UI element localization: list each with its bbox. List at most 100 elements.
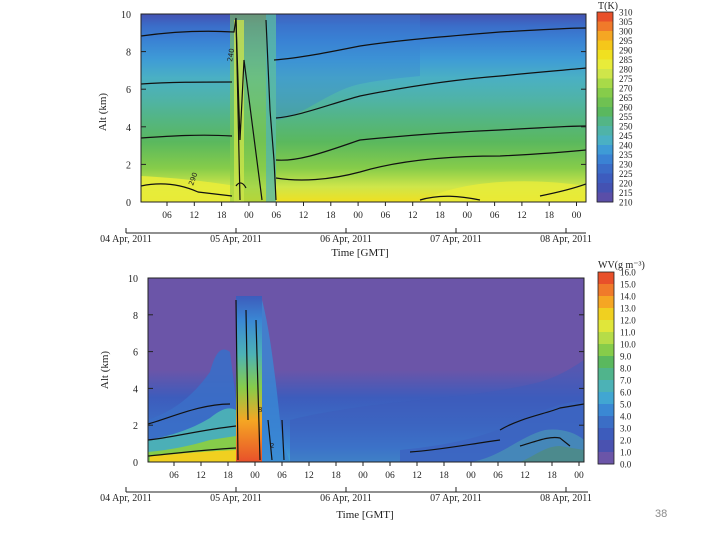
x-tick-label: 12 [408,211,418,221]
x-tick-label: 06 [385,471,395,481]
colorbar-tick-label: 230 [619,160,633,170]
colorbar-tick-label: 220 [619,179,633,189]
colorbar-tick-label: 290 [619,46,633,56]
y-tick-label: 4 [133,384,138,395]
date-label: 07 Apr, 2011 [430,234,482,245]
temperature-y-ticks: 0 2 4 6 8 10 [121,10,586,209]
date-label: 08 Apr, 2011 [540,493,592,504]
y-tick-label: 6 [126,85,131,96]
colorbar-segment [598,392,614,405]
water-vapor-frame [147,277,585,463]
x-tick-label: 00 [572,211,582,221]
water-vapor-x-ticks: 06 12 18 00 06 12 18 00 06 12 18 00 06 12 18 00 [169,462,584,481]
frontal-column-edge [266,14,276,202]
colorbar-tick-label: 13.0 [620,304,636,314]
x-tick-label: 00 [463,211,473,221]
colorbar-segment [598,452,614,465]
colorbar-tick-label: 240 [619,141,633,151]
colorbar-frame [596,11,614,203]
isotherm-contour [141,17,586,201]
colorbar-segment [597,97,613,108]
isotherm-contour [275,149,586,181]
water-vapor-y-axis-label: Alt (km) [99,351,111,390]
temperature-colorbar: 3103053002952902852802752702652602552502… [596,8,633,208]
water-vapor-features [148,296,584,462]
date-label: 05 Apr, 2011 [210,234,262,245]
colorbar-tick-label: 235 [619,150,633,160]
colorbar-tick-label: 2.0 [620,436,632,446]
colorbar-tick-label: 3.0 [620,424,632,434]
x-tick-label: 18 [544,211,554,221]
y-tick-label: 0 [126,198,131,209]
temperature-panel: 290 240 0 2 4 6 8 10 06 12 18 00 06 12 18 00 06 12 18 00… [97,1,633,259]
colorbar-segment [598,344,614,357]
colorbar-segment [597,78,613,89]
colorbar-tick-label: 285 [619,55,633,65]
colorbar-tick-label: 310 [619,8,633,18]
colorbar-segment [597,154,613,165]
colorbar-tick-label: 0.0 [620,460,632,470]
y-tick-label: 6 [133,348,138,359]
contour-label: 240 [226,48,236,63]
colorbar-segment [598,308,614,321]
y-tick-label: 0 [133,458,138,469]
date-label: 06 Apr, 2011 [320,234,372,245]
colorbar-segment [598,320,614,333]
colorbar-segment [597,69,613,79]
x-tick-label: 00 [244,211,254,221]
colorbar-tick-label: 225 [619,169,633,179]
colorbar-tick-label: 270 [619,84,633,94]
colorbar-segment [597,192,613,203]
colorbar-segment [598,296,614,309]
isotherm-contour [141,182,586,201]
y-tick-label: 4 [126,123,131,134]
surface-warm-band [141,176,236,202]
x-tick-label: 18 [326,211,336,221]
colorbar-segment [598,440,614,453]
y-tick-label: 2 [133,421,138,432]
colorbar-tick-label: 12.0 [620,316,636,326]
x-tick-label: 06 [493,471,503,481]
x-tick-label: 06 [271,211,281,221]
colorbar-segment [598,428,614,441]
colorbar-segment [597,145,613,155]
colorbar-frame [597,271,615,465]
y-tick-label: 8 [126,48,131,59]
x-tick-label: 18 [217,211,227,221]
colorbar-tick-label: 215 [619,188,633,198]
colorbar-tick-label: 255 [619,112,633,122]
colorbar-segment [597,88,613,98]
temperature-features [141,14,586,202]
x-tick-label: 00 [466,471,476,481]
x-tick-label: 12 [304,471,314,481]
colorbar-segment [597,135,613,146]
colorbar-tick-label: 295 [619,36,633,46]
colorbar-segment [598,404,614,417]
colorbar-segment [597,21,613,32]
colorbar-segment [598,356,614,369]
colorbar-segment [597,173,613,184]
colorbar-segment [598,284,614,297]
x-tick-label: 06 [162,211,172,221]
x-tick-label: 12 [299,211,309,221]
colorbar-segment [598,416,614,429]
colorbar-segment [597,126,613,136]
x-tick-label: 12 [412,471,422,481]
colorbar-tick-label: 14.0 [620,292,636,302]
colorbar-segment [597,31,613,41]
colorbar-segment [597,116,613,127]
temperature-date-labels: 04 Apr, 2011 05 Apr, 2011 06 Apr, 2011 07 A… [100,228,592,245]
x-tick-label: 00 [353,211,363,221]
colorbar-tick-label: 4.0 [620,412,632,422]
colorbar-tick-label: 5.0 [620,400,632,410]
y-tick-label: 10 [121,10,131,21]
colorbar-segment [598,380,614,393]
colorbar-segment [598,332,614,345]
colorbar-tick-label: 265 [619,93,633,103]
temperature-x-ticks: 06 12 18 00 06 12 18 00 06 12 18 00 06 12 18 00 [162,202,582,221]
moist-layer-mid [290,360,584,462]
colorbar-tick-label: 300 [619,27,633,37]
water-vapor-panel: 8 2 0 2 4 6 8 10 06 12 18 00 06 12 18 00 06 12 18 00 06 12… [99,260,645,521]
colorbar-tick-label: 210 [619,198,633,208]
colorbar-tick-label: 11.0 [620,328,636,338]
